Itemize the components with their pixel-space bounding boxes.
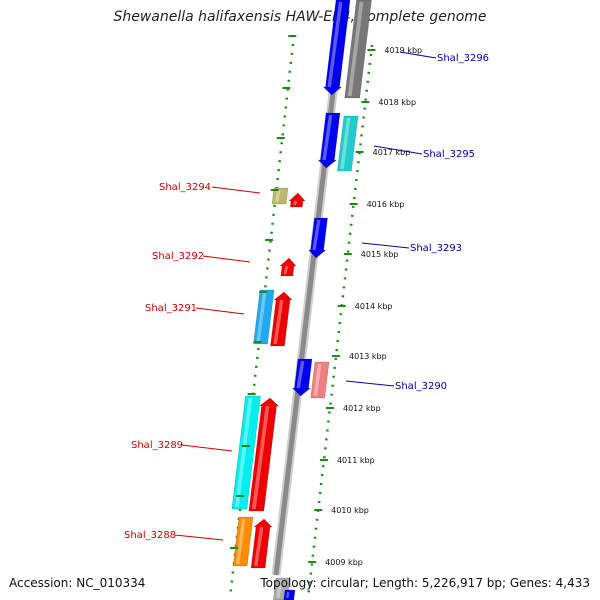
- tick-label: 4018 kbp: [378, 98, 416, 107]
- tick-8: 4012 kbp: [325, 404, 381, 413]
- gene-label-shal-3293: Shal_3293: [361, 242, 462, 254]
- tick-label: 4017 kbp: [373, 148, 411, 157]
- feature-shal-3293: [307, 217, 328, 259]
- feature-shal-3292: [279, 257, 297, 277]
- gene-label-text: Shal_3295: [423, 149, 475, 160]
- gene-label-shal-3294: Shal_3294: [159, 182, 261, 194]
- feature-shal-3294: [271, 187, 289, 205]
- tick-label: 4014 kbp: [355, 302, 393, 311]
- feature-shal-3291-b: [270, 291, 293, 347]
- feature-shal-3288-a: [232, 516, 254, 567]
- gene-label-shal-3288: Shal_3288: [124, 530, 224, 541]
- dotted-guide-2: [306, 44, 374, 599]
- tick-label: 4012 kbp: [343, 404, 381, 413]
- gene-label-text: Shal_3288: [124, 530, 176, 541]
- gene-label-shal-3289: Shal_3289: [131, 440, 233, 452]
- feature-bottom-blue: [283, 589, 296, 600]
- map-title: Shewanella halifaxensis HAW-EB4, complet…: [113, 9, 487, 25]
- gene-label-shal-3291: Shal_3291: [145, 303, 245, 315]
- backbone-line: [273, 0, 347, 576]
- gene-label-text: Shal_3289: [131, 440, 183, 451]
- gene-label-text: Shal_3291: [145, 303, 197, 314]
- tick-label: 4011 kbp: [337, 456, 375, 465]
- gene-label-text: Shal_3292: [152, 251, 204, 262]
- tick-label: 4015 kbp: [361, 250, 399, 259]
- topology-text: Topology: circular; Length: 5,226,917 bp…: [260, 576, 590, 590]
- tick-5: 4015 kbp: [343, 250, 399, 259]
- tick-label: 4013 kbp: [349, 352, 387, 361]
- feature-grey-top: [344, 0, 372, 99]
- kbp-ticks: 4019 kbp 4018 kbp 4017 kbp 4016 kbp 4015 kbp…: [230, 35, 422, 567]
- feature-shal-3289-a: [231, 395, 261, 510]
- feature-shal-3295-a: [317, 112, 341, 169]
- feature-shal-3296: [322, 0, 351, 96]
- gene-label-text: Shal_3296: [437, 53, 489, 64]
- feature-shal-3290-b: [310, 361, 330, 399]
- tick-9: 4011 kbp: [319, 456, 375, 465]
- tick-6: 4014 kbp: [337, 302, 393, 311]
- feature-shal-3288-b: [250, 518, 273, 569]
- gene-label-shal-3296: Shal_3296: [399, 51, 489, 64]
- gene-label-shal-3290: Shal_3290: [345, 380, 447, 392]
- gene-labels: Shal_3296 Shal_3295 Shal_3294 Shal_3293 Shal…: [124, 51, 489, 541]
- tick-11: 4009 kbp: [308, 558, 363, 567]
- tick-2: 4018 kbp: [361, 98, 416, 107]
- tick-label: 4009 kbp: [325, 558, 363, 567]
- tick-1: 4019 kbp: [367, 46, 422, 55]
- feature-shal-3291-a: [253, 289, 275, 345]
- gene-features: [231, 0, 372, 600]
- tick-4: 4016 kbp: [349, 200, 405, 209]
- gene-label-text: Shal_3290: [395, 381, 447, 392]
- gene-label-shal-3292: Shal_3292: [152, 251, 251, 263]
- gene-label-text: Shal_3294: [159, 182, 211, 193]
- gene-label-text: Shal_3293: [410, 243, 462, 254]
- feature-shal-3290-a: [291, 358, 313, 397]
- feature-shal-3289-b: [248, 397, 280, 512]
- tick-10: 4010 kbp: [314, 506, 369, 515]
- tick-7: 4013 kbp: [332, 352, 387, 361]
- tick-label: 4010 kbp: [331, 506, 369, 515]
- feature-red-3294: [288, 192, 306, 208]
- tick-label: 4019 kbp: [384, 46, 422, 55]
- tick-label: 4016 kbp: [367, 200, 405, 209]
- gene-label-shal-3295: Shal_3295: [373, 145, 475, 160]
- genome-backbone: [271, 0, 349, 576]
- accession-text: Accession: NC_010334: [9, 576, 146, 590]
- tick-3: 4017 kbp: [355, 148, 411, 157]
- feature-shal-3295-b: [337, 115, 359, 172]
